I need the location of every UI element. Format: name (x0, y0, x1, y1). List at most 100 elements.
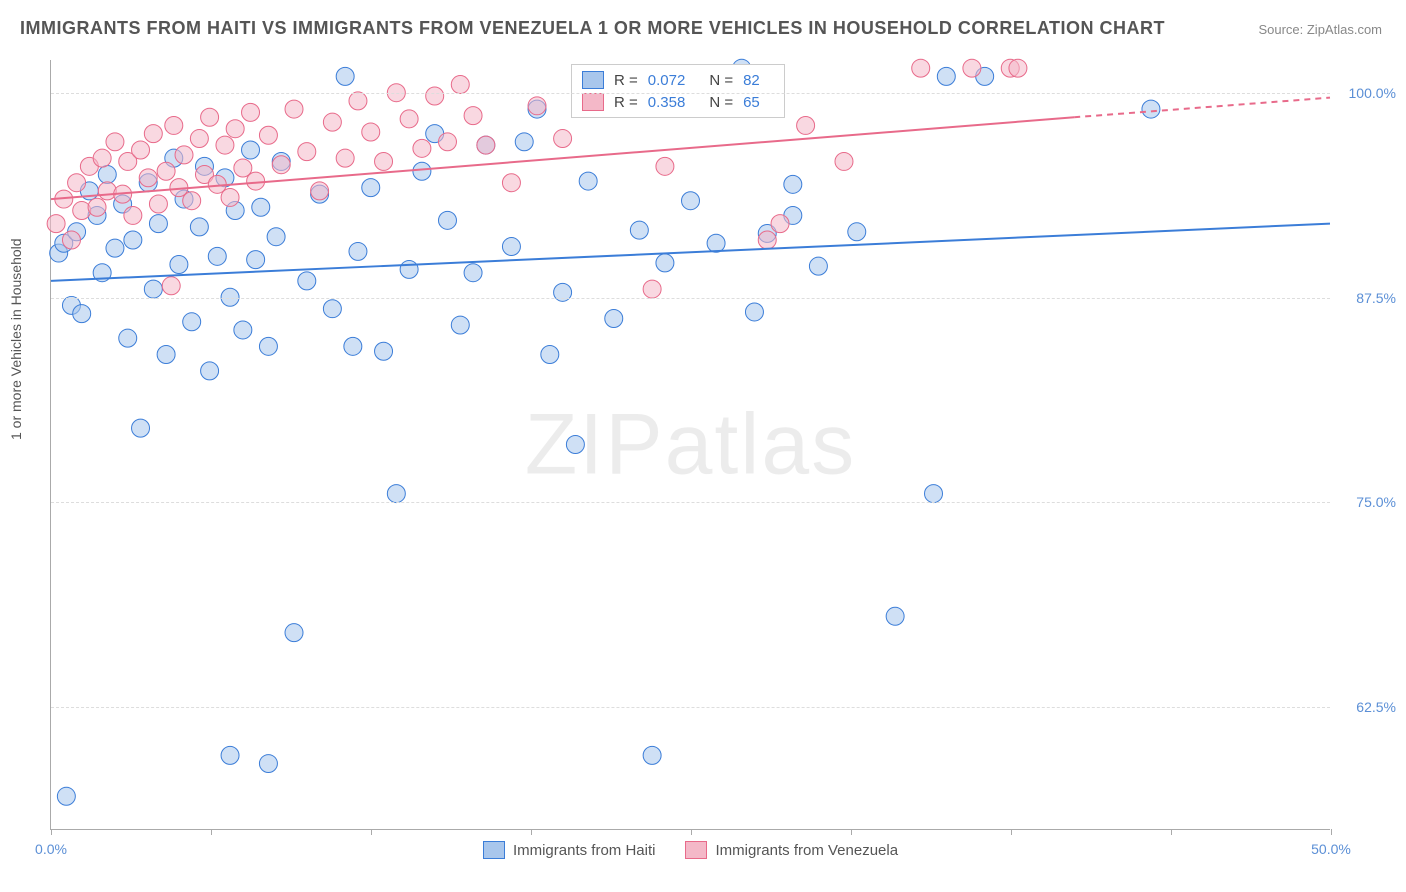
data-point (298, 143, 316, 161)
data-point (73, 305, 91, 323)
y-tick-label: 75.0% (1356, 494, 1396, 510)
data-point (73, 202, 91, 220)
data-point (464, 107, 482, 125)
data-point (139, 169, 157, 187)
data-point (124, 231, 142, 249)
data-point (464, 264, 482, 282)
legend-correlation: R = 0.072 N = 82 R = 0.358 N = 65 (571, 64, 785, 118)
n-value-haiti: 82 (743, 72, 760, 89)
grid-line (51, 707, 1330, 708)
data-point (62, 231, 80, 249)
data-point (106, 133, 124, 151)
x-tick (851, 829, 852, 835)
data-point (93, 149, 111, 167)
data-point (272, 156, 290, 174)
swatch-haiti (483, 841, 505, 859)
x-tick (1331, 829, 1332, 835)
data-point (886, 607, 904, 625)
r-value-haiti: 0.072 (648, 72, 686, 89)
grid-line (51, 502, 1330, 503)
plot-area: ZIPatlas R = 0.072 N = 82 R = 0.358 N = … (50, 60, 1330, 830)
data-point (88, 198, 106, 216)
data-point (165, 116, 183, 134)
data-point (234, 321, 252, 339)
data-point (477, 136, 495, 154)
data-point (797, 116, 815, 134)
data-point (201, 108, 219, 126)
data-point (426, 87, 444, 105)
r-label: R = (614, 94, 638, 111)
r-label: R = (614, 72, 638, 89)
data-point (362, 179, 380, 197)
y-tick-label: 87.5% (1356, 290, 1396, 306)
legend-item-haiti: Immigrants from Haiti (483, 841, 656, 859)
n-label: N = (709, 94, 733, 111)
x-tick (1011, 829, 1012, 835)
data-point (106, 239, 124, 257)
x-tick (211, 829, 212, 835)
x-tick (1171, 829, 1172, 835)
data-point (242, 103, 260, 121)
data-point (132, 419, 150, 437)
trend-line (51, 224, 1330, 281)
data-point (98, 182, 116, 200)
data-point (259, 126, 277, 144)
data-point (349, 92, 367, 110)
data-point (157, 346, 175, 364)
data-point (1009, 59, 1027, 77)
swatch-venezuela (685, 841, 707, 859)
data-point (554, 283, 572, 301)
data-point (190, 130, 208, 148)
data-point (285, 624, 303, 642)
data-point (162, 277, 180, 295)
swatch-venezuela (582, 93, 604, 111)
data-point (515, 133, 533, 151)
legend-label-haiti: Immigrants from Haiti (513, 842, 656, 859)
data-point (630, 221, 648, 239)
n-value-venezuela: 65 (743, 94, 760, 111)
data-point (252, 198, 270, 216)
data-point (656, 157, 674, 175)
data-point (298, 272, 316, 290)
data-point (438, 133, 456, 151)
data-point (201, 362, 219, 380)
data-point (937, 67, 955, 85)
data-point (285, 100, 303, 118)
data-point (259, 755, 277, 773)
y-tick-label: 62.5% (1356, 699, 1396, 715)
data-point (216, 136, 234, 154)
data-point (963, 59, 981, 77)
x-tick (51, 829, 52, 835)
data-point (400, 110, 418, 128)
y-axis-label: 1 or more Vehicles in Household (8, 238, 24, 440)
data-point (247, 251, 265, 269)
data-point (835, 152, 853, 170)
legend-item-venezuela: Immigrants from Venezuela (685, 841, 898, 859)
data-point (144, 280, 162, 298)
chart-title: IMMIGRANTS FROM HAITI VS IMMIGRANTS FROM… (20, 18, 1165, 39)
data-point (242, 141, 260, 159)
swatch-haiti (582, 71, 604, 89)
data-point (336, 67, 354, 85)
data-point (375, 342, 393, 360)
grid-line (51, 298, 1330, 299)
data-point (132, 141, 150, 159)
grid-line (51, 93, 1330, 94)
data-point (451, 76, 469, 94)
data-point (190, 218, 208, 236)
data-point (541, 346, 559, 364)
data-point (848, 223, 866, 241)
data-point (758, 231, 776, 249)
data-point (643, 746, 661, 764)
data-point (1142, 100, 1160, 118)
data-point (68, 174, 86, 192)
data-point (438, 211, 456, 229)
source-label: Source: ZipAtlas.com (1258, 22, 1382, 37)
data-point (208, 247, 226, 265)
data-point (784, 175, 802, 193)
trend-line-ext (1074, 98, 1330, 118)
data-point (375, 152, 393, 170)
data-point (149, 195, 167, 213)
data-point (144, 125, 162, 143)
data-point (387, 485, 405, 503)
